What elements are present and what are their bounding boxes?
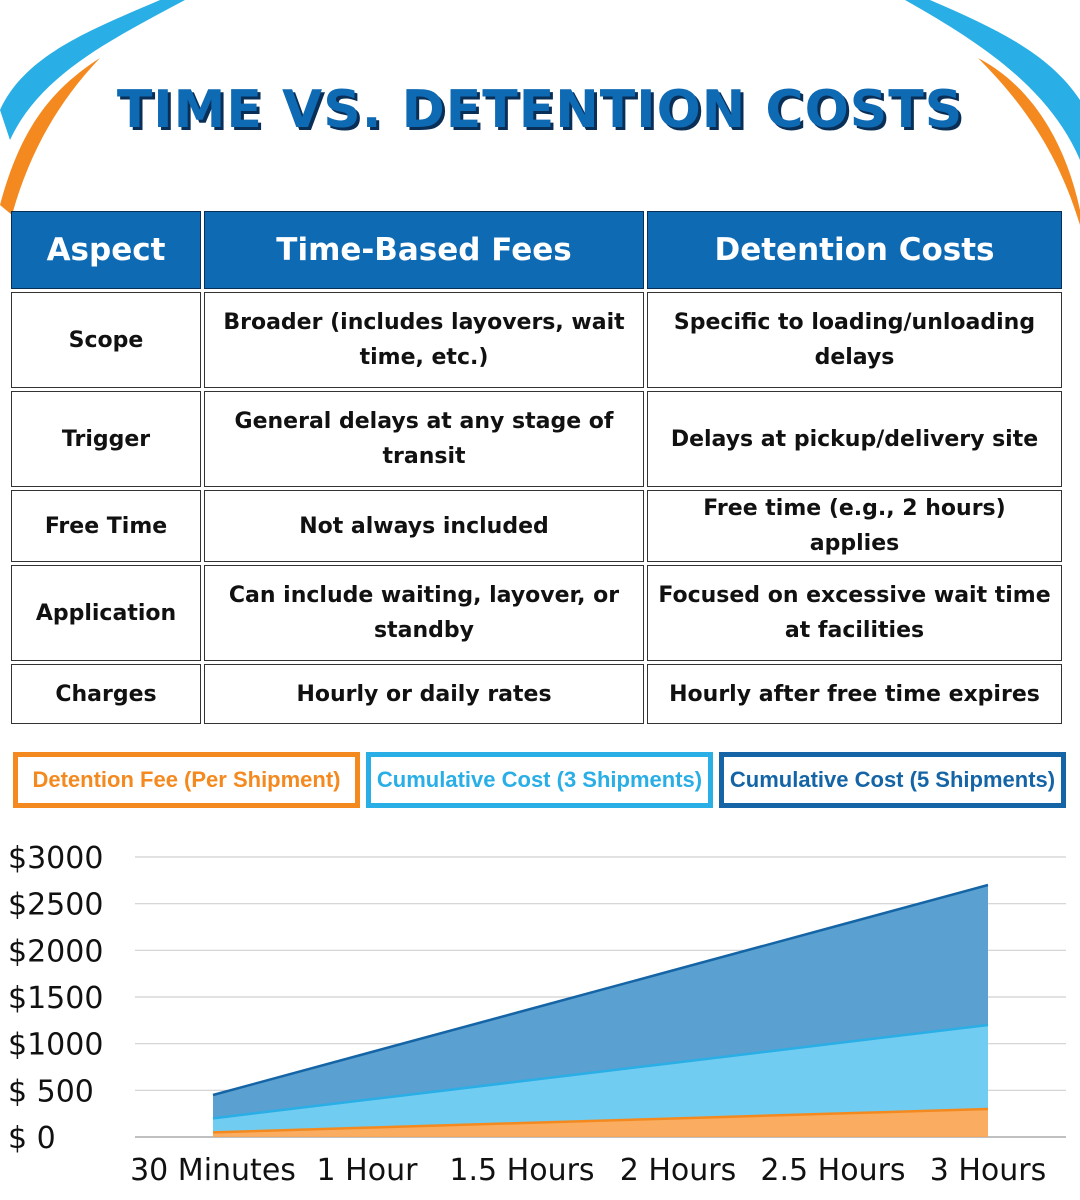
comparison-table: Aspect Time-Based Fees Detention Costs S… [8, 208, 1065, 727]
x-tick-label: 2.5 Hours [760, 1153, 905, 1188]
legend-cumulative-3: Cumulative Cost (3 Shipments) [366, 752, 713, 808]
y-tick-label: $1500 [8, 981, 103, 1016]
left-orange-swoosh [0, 58, 100, 215]
table-row: Charges Hourly or daily rates Hourly aft… [11, 664, 1062, 724]
left-blue-swoosh [0, 0, 185, 140]
table-row: Scope Broader (includes layovers, wait t… [11, 292, 1062, 388]
header-detention-costs: Detention Costs [647, 211, 1062, 289]
row-time-based-cell: Hourly or daily rates [204, 664, 644, 724]
chart-x-ticks: 30 Minutes 1 Hour 1.5 Hours 2 Hours 2.5 Hour… [130, 1153, 1046, 1188]
y-tick-label: $2500 [8, 888, 103, 923]
area-series-1-line [212, 1107, 989, 1134]
row-time-based-cell: Not always included [204, 490, 644, 562]
row-detention-cell: Hourly after free time expires [647, 664, 1062, 724]
row-time-based-cell: Broader (includes layovers, wait time, e… [204, 292, 644, 388]
header-aspect: Aspect [11, 211, 201, 289]
table-row: Application Can include waiting, layover… [11, 565, 1062, 661]
y-tick-label: $2000 [8, 934, 103, 969]
y-tick-label: $ 0 [8, 1121, 56, 1156]
y-tick-label: $3000 [8, 841, 103, 876]
row-detention-cell: Specific to loading/unloading delays [647, 292, 1062, 388]
row-time-based-cell: Can include waiting, layover, or standby [204, 565, 644, 661]
row-detention-cell: Free time (e.g., 2 hours) applies [647, 490, 1062, 562]
right-blue-swoosh [905, 0, 1080, 160]
y-tick-label: $ 500 [8, 1074, 94, 1109]
area-series-2 [213, 1025, 988, 1133]
x-tick-label: 1.5 Hours [449, 1153, 594, 1188]
area-chart: $3000 $2500 $2000 $1500 $1000 $ 500 $ 0 30 Min… [8, 841, 1066, 1188]
page-title: TIME VS. DETENTION COSTS [116, 80, 964, 140]
row-aspect-cell: Trigger [11, 391, 201, 487]
table-row: Free Time Not always included Free time … [11, 490, 1062, 562]
table-row: Trigger General delays at any stage of t… [11, 391, 1062, 487]
area-series-3-line [212, 883, 989, 1097]
header-time-based-fees: Time-Based Fees [204, 211, 644, 289]
chart-areas [212, 883, 989, 1137]
x-tick-label: 2 Hours [620, 1153, 737, 1188]
row-aspect-cell: Application [11, 565, 201, 661]
table-header-row: Aspect Time-Based Fees Detention Costs [11, 211, 1062, 289]
legend-detention-fee: Detention Fee (Per Shipment) [13, 752, 360, 808]
chart-y-ticks: $3000 $2500 $2000 $1500 $1000 $ 500 $ 0 [8, 841, 103, 1156]
row-time-based-cell: General delays at any stage of transit [204, 391, 644, 487]
legend-cumulative-5: Cumulative Cost (5 Shipments) [719, 752, 1066, 808]
row-aspect-cell: Scope [11, 292, 201, 388]
decorative-swooshes [0, 0, 1080, 225]
row-detention-cell: Delays at pickup/delivery site [647, 391, 1062, 487]
x-tick-label: 1 Hour [317, 1153, 419, 1188]
x-tick-label: 30 Minutes [130, 1153, 296, 1188]
row-aspect-cell: Charges [11, 664, 201, 724]
y-tick-label: $1000 [8, 1028, 103, 1063]
area-series-2-line [212, 1023, 989, 1120]
row-detention-cell: Focused on excessive wait time at facili… [647, 565, 1062, 661]
x-tick-label: 3 Hours [930, 1153, 1047, 1188]
row-aspect-cell: Free Time [11, 490, 201, 562]
area-series-3 [213, 885, 988, 1119]
